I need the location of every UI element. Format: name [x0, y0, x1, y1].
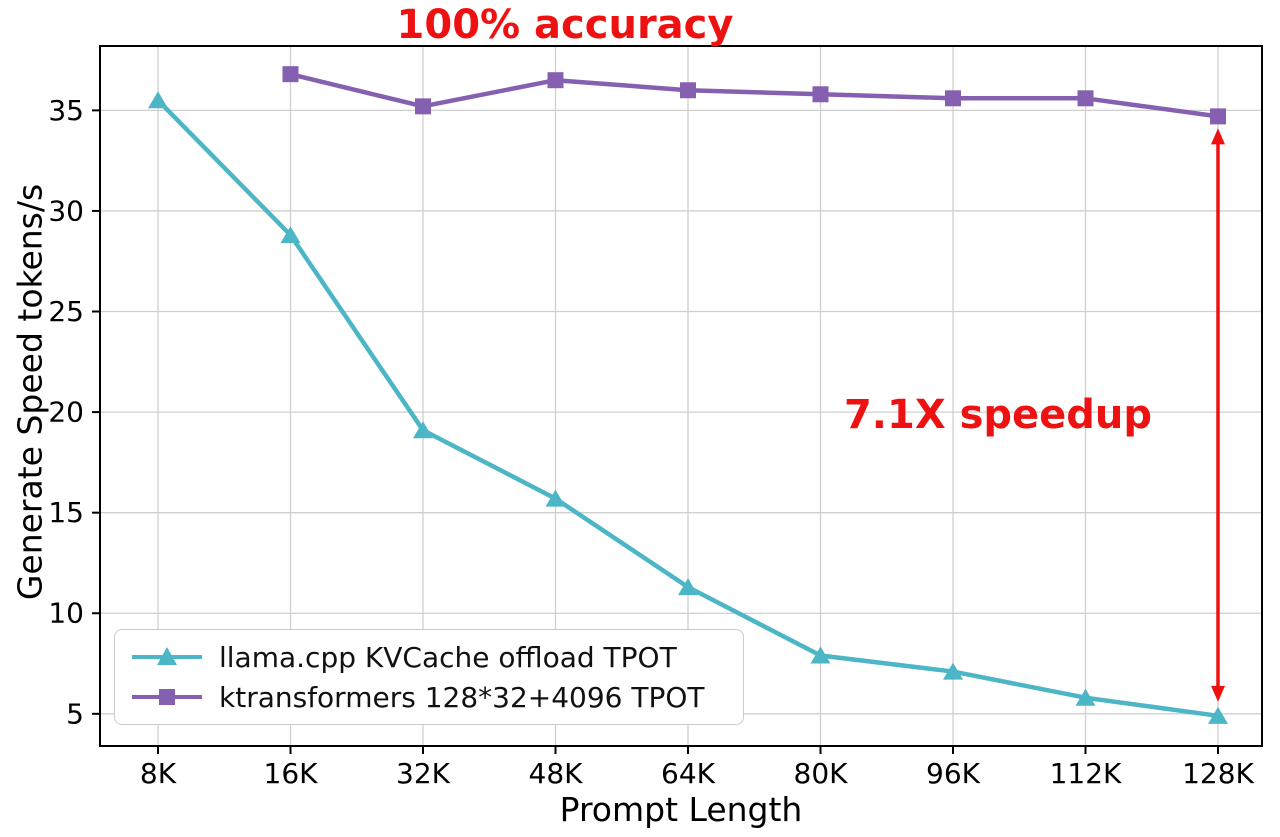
- svg-text:30: 30: [48, 194, 84, 227]
- tick-marks: [92, 109, 1219, 754]
- svg-text:25: 25: [48, 295, 84, 328]
- triangle-marker-icon: [943, 662, 963, 680]
- triangle-marker-icon: [148, 91, 168, 109]
- square-marker-icon: [945, 90, 961, 107]
- legend-sample-marker-1: [159, 689, 175, 705]
- svg-text:10: 10: [48, 597, 84, 630]
- svg-text:48K: 48K: [529, 757, 584, 790]
- square-marker-icon: [812, 86, 829, 103]
- square-marker-icon: [1077, 90, 1094, 107]
- legend-sample-marker-0: [157, 647, 177, 665]
- legend-item-llama: llama.cpp KVCache offload TPOT: [129, 638, 729, 676]
- svg-text:15: 15: [48, 496, 84, 529]
- svg-text:64K: 64K: [661, 757, 716, 790]
- y-axis-label: Generate Speed tokens/s: [10, 183, 50, 601]
- speedup-arrow: [1211, 128, 1225, 702]
- svg-text:20: 20: [48, 396, 84, 429]
- legend-label-ktransformers: ktransformers 128*32+4096 TPOT: [219, 680, 705, 714]
- svg-text:32K: 32K: [396, 757, 451, 790]
- svg-text:128K: 128K: [1182, 757, 1254, 790]
- svg-text:5: 5: [66, 697, 84, 730]
- triangle-marker-icon: [810, 646, 831, 664]
- triangle-marker-icon: [1208, 706, 1228, 724]
- line-square-marker-icon: [132, 689, 202, 705]
- svg-text:8K: 8K: [140, 757, 177, 790]
- speedup-annotation: 7.1X speedup: [843, 392, 1153, 438]
- svg-text:80K: 80K: [794, 757, 849, 790]
- triangle-marker-icon: [1075, 688, 1096, 706]
- square-marker-icon: [415, 98, 431, 115]
- x-tick-labels: 8K 16K 32K 48K 64K 80K 96K 112K 128K: [140, 757, 1255, 790]
- series-0: [148, 91, 1228, 724]
- accuracy-annotation: 100% accuracy: [396, 2, 734, 48]
- x-axis-label: Prompt Length: [559, 790, 803, 829]
- legend-item-ktransformers: ktransformers 128*32+4096 TPOT: [129, 678, 729, 716]
- triangle-marker-icon: [413, 421, 433, 439]
- triangle-marker-icon: [678, 578, 698, 596]
- plot-frame: [99, 45, 1263, 747]
- series-1-line: [289, 71, 1219, 119]
- legend: llama.cpp KVCache offload TPOT ktransfor…: [114, 629, 744, 725]
- svg-text:16K: 16K: [264, 757, 319, 790]
- svg-text:96K: 96K: [926, 757, 981, 790]
- legend-label-llama: llama.cpp KVCache offload TPOT: [219, 640, 677, 674]
- square-marker-icon: [282, 66, 299, 83]
- y-tick-labels: 5 10 15 20 25 30 35: [48, 94, 84, 730]
- grid-lines: [100, 46, 1262, 746]
- triangle-marker-icon: [280, 226, 301, 244]
- square-marker-icon: [547, 72, 564, 89]
- line-triangle-marker-icon: [132, 647, 202, 665]
- svg-text:35: 35: [48, 94, 84, 127]
- square-marker-icon: [1210, 108, 1226, 125]
- triangle-marker-icon: [545, 489, 566, 507]
- series-1: [282, 66, 1226, 125]
- square-marker-icon: [680, 82, 696, 99]
- svg-text:112K: 112K: [1050, 757, 1122, 790]
